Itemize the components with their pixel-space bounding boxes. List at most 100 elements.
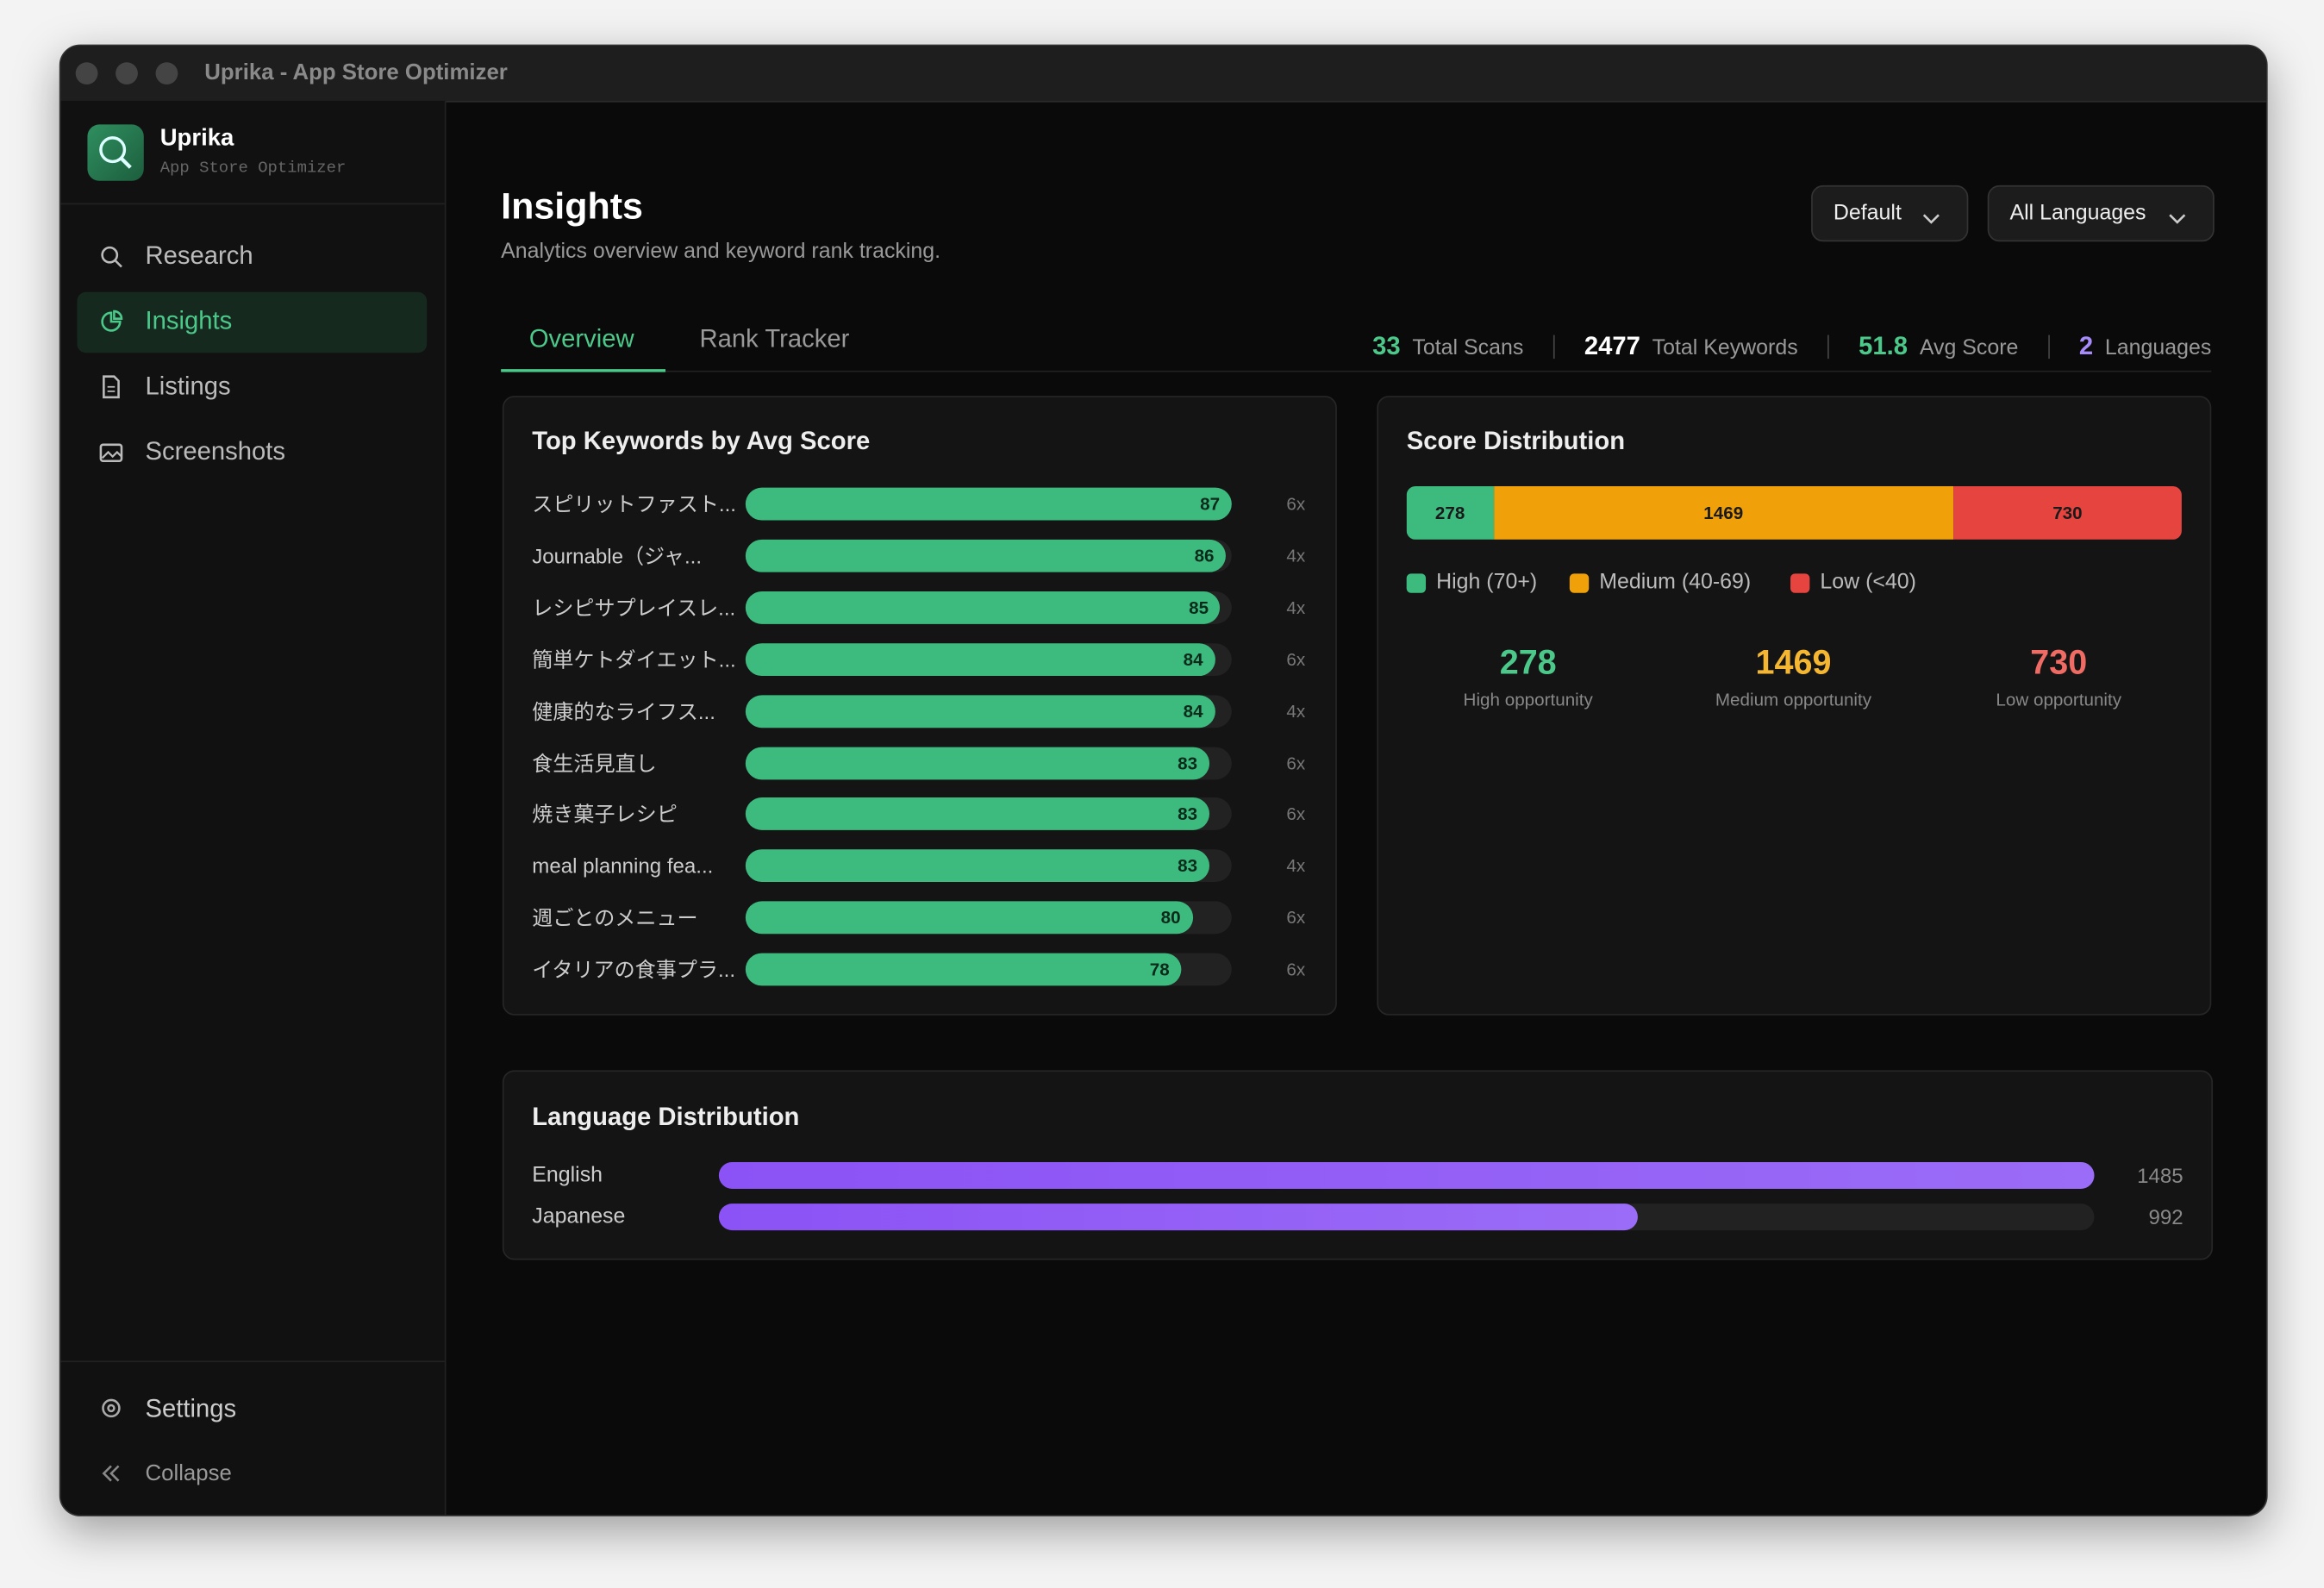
bar-value: 84	[1183, 648, 1203, 670]
bar-value: 84	[1183, 700, 1203, 722]
stat-label: Languages	[2104, 336, 2212, 360]
count-label: 6x	[1286, 907, 1306, 928]
title-bar	[60, 46, 2266, 103]
count-label: 6x	[1286, 803, 1306, 825]
legend-swatch	[1790, 573, 1810, 593]
language-distribution-card: Language Distribution English 1485 Japanes…	[502, 1070, 2214, 1260]
opportunity-caption: High opportunity	[1463, 689, 1593, 710]
bar-value: 83	[1178, 803, 1198, 825]
divider	[60, 203, 445, 205]
bar-track: 87	[745, 487, 1232, 521]
keyword-label: Journable（ジャ...	[532, 543, 703, 568]
bar-track: 83	[745, 849, 1232, 883]
legend-label: Low (<40)	[1820, 570, 1916, 595]
count-label: 6x	[1286, 959, 1306, 980]
bar-track: 78	[745, 953, 1232, 986]
dropdown[interactable]: All Languages	[1987, 184, 2215, 242]
icon	[99, 443, 123, 463]
settings-link[interactable]: Settings	[145, 1394, 237, 1423]
page-title: Insights	[501, 185, 643, 228]
bar-value: 78	[1149, 959, 1170, 980]
stacked-bar: 278 1469 730	[1406, 485, 2182, 540]
close-button[interactable]	[75, 62, 98, 85]
score-distribution-card: Score Distribution 278 1469 730 High (70+) 2…	[1377, 396, 2212, 1016]
opportunity-caption: Low opportunity	[1996, 689, 2122, 710]
nav-item[interactable]: Research	[145, 241, 253, 270]
chevron	[1922, 206, 1940, 224]
bar-value: 83	[1178, 855, 1198, 877]
bar	[718, 1162, 2095, 1189]
stats: 33 Total Scans 2477 Total Keywords 51.8 Avg S…	[1372, 332, 2211, 361]
keyword-label: イタリアの食事プラ...	[532, 957, 736, 982]
segment-label: 730	[2052, 502, 2083, 523]
count-label: 6x	[1286, 648, 1306, 670]
bar-value: 87	[1200, 493, 1221, 515]
segment-label: 1469	[1703, 502, 1744, 523]
stat-label: Avg Score	[1919, 336, 2019, 360]
language-label: English	[532, 1163, 603, 1188]
dropdown-label: Default	[1833, 201, 1902, 226]
segment-label: 278	[1434, 502, 1465, 523]
language-value: 992	[2148, 1204, 2183, 1229]
nav-item[interactable]: Screenshots	[145, 437, 285, 466]
nav-item[interactable]: Listings	[145, 372, 231, 401]
bar: 84	[745, 694, 1215, 728]
nav-active-bg	[77, 291, 428, 353]
dropdown[interactable]: Default	[1811, 184, 1969, 242]
opportunity-caption: Medium opportunity	[1715, 689, 1872, 710]
collapse-icon	[102, 1465, 120, 1482]
window: Uprika - App Store Optimizer Uprika App …	[59, 44, 2268, 1516]
keyword-label: 焼き菓子レシピ	[532, 802, 678, 827]
chevron-icon	[2169, 214, 2186, 224]
segment: 1469	[1493, 485, 1953, 540]
top-keywords-card: Top Keywords by Avg Score スピリットファスト... 87…	[502, 396, 1337, 1016]
chevron-icon	[1922, 214, 1940, 224]
card-title: Score Distribution	[1406, 427, 1626, 455]
keyword-label: 健康的なライフス...	[532, 698, 715, 723]
bar	[718, 1204, 1638, 1231]
bar-track: 83	[745, 746, 1232, 779]
tab[interactable]: Rank Tracker	[699, 324, 850, 353]
legend-label: High (70+)	[1436, 570, 1538, 595]
bar-track: 85	[745, 591, 1232, 624]
bar-track: 84	[745, 642, 1232, 676]
stat-separator	[1827, 334, 1829, 359]
bar: 83	[745, 797, 1209, 831]
stat-separator	[1552, 334, 1555, 359]
bar: 83	[745, 849, 1209, 883]
count-label: 4x	[1286, 545, 1306, 566]
icon	[101, 309, 123, 332]
tab-underline	[501, 369, 666, 372]
nav-item[interactable]: Insights	[145, 306, 233, 335]
bar: 84	[745, 642, 1215, 676]
logo-icon	[99, 136, 132, 169]
tab[interactable]: Overview	[528, 324, 634, 353]
divider	[60, 1360, 445, 1363]
bar-track: 86	[745, 539, 1232, 572]
bar: 80	[745, 901, 1193, 935]
segment: 278	[1406, 485, 1494, 540]
bar-value: 85	[1189, 597, 1209, 618]
bar: 78	[745, 953, 1182, 986]
dropdown-label: All Languages	[2009, 201, 2146, 226]
count-label: 6x	[1286, 493, 1306, 515]
minimize-button[interactable]	[116, 62, 138, 85]
stat-value: 33	[1372, 332, 1401, 360]
keyword-label: 週ごとのメニュー	[532, 905, 698, 930]
zoom-button[interactable]	[155, 62, 178, 85]
collapse-link[interactable]: Collapse	[145, 1460, 232, 1486]
keyword-label: 食生活見直し	[532, 750, 657, 775]
stat-value: 2477	[1584, 332, 1640, 360]
bar-track: 80	[745, 901, 1232, 935]
segment: 730	[1952, 485, 2182, 540]
nav-icon	[99, 309, 123, 334]
card-title: Language Distribution	[532, 1103, 800, 1131]
bar-value: 80	[1160, 907, 1181, 928]
app-logo	[87, 124, 144, 181]
stat-label: Total Scans	[1412, 336, 1524, 360]
stat-label: Total Keywords	[1652, 336, 1798, 360]
stat-value: 51.8	[1859, 332, 1909, 360]
icon	[103, 375, 120, 399]
bar-track: 83	[745, 797, 1232, 831]
bar: 87	[745, 487, 1232, 521]
